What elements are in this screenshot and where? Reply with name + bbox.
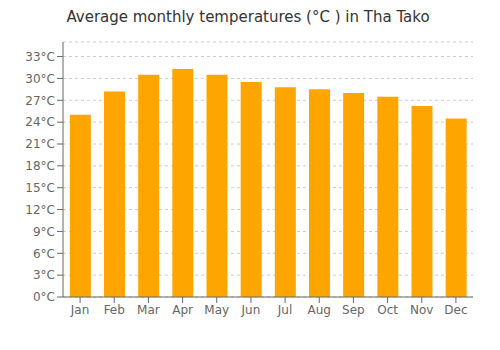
svg-text:6°C: 6°C bbox=[33, 247, 55, 261]
svg-text:Jul: Jul bbox=[277, 303, 292, 317]
svg-text:Aug: Aug bbox=[308, 303, 331, 317]
svg-text:30°C: 30°C bbox=[25, 72, 55, 86]
svg-text:Dec: Dec bbox=[444, 303, 467, 317]
svg-text:12°C: 12°C bbox=[25, 203, 55, 217]
svg-text:Feb: Feb bbox=[104, 303, 125, 317]
svg-text:15°C: 15°C bbox=[25, 181, 55, 195]
svg-text:27°C: 27°C bbox=[25, 94, 55, 108]
svg-text:Oct: Oct bbox=[377, 303, 398, 317]
svg-text:24°C: 24°C bbox=[25, 115, 55, 129]
svg-text:0°C: 0°C bbox=[33, 290, 55, 304]
svg-text:Nov: Nov bbox=[410, 303, 433, 317]
html-text:Average monthly temperatures (: Average monthly temperatures (°C ) in Th… bbox=[66, 8, 430, 26]
svg-text:18°C: 18°C bbox=[25, 159, 55, 173]
svg-text:May: May bbox=[204, 303, 229, 317]
svg-text:21°C: 21°C bbox=[25, 137, 55, 151]
svg-text:Jan: Jan bbox=[70, 303, 90, 317]
svg-text:Mar: Mar bbox=[137, 303, 160, 317]
svg-text:Apr: Apr bbox=[172, 303, 193, 317]
svg-text:9°C: 9°C bbox=[33, 225, 55, 239]
svg-text:3°C: 3°C bbox=[33, 268, 55, 282]
svg-text:Sep: Sep bbox=[342, 303, 365, 317]
svg-text:Jun: Jun bbox=[241, 303, 261, 317]
svg-text:33°C: 33°C bbox=[25, 50, 55, 64]
